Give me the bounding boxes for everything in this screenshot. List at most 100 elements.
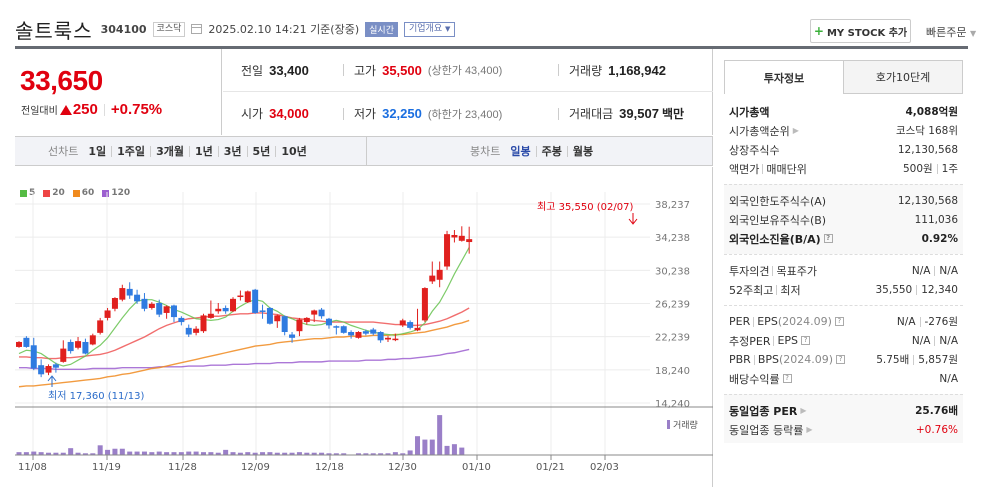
svg-text:14,240: 14,240 (655, 399, 690, 410)
info-row[interactable]: 추정PER EPS? N/A N/A (729, 334, 958, 348)
diff-label: 전일대비 (21, 106, 58, 117)
tab-orderbook-10[interactable]: 호가10단계 (844, 60, 963, 94)
svg-text:11/28: 11/28 (168, 462, 197, 473)
corp-info-dropdown[interactable]: 기업개요 ▼ (403, 21, 456, 37)
lower-limit: (하한가 23,400) (427, 108, 503, 121)
svg-text:최고 35,550 (02/07): 최고 35,550 (02/07) (537, 201, 633, 213)
chevron-down-icon: ▼ (444, 24, 451, 33)
info-row: 시가총액 4,088억원 (729, 105, 958, 119)
line-tab-4[interactable]: 3년 (223, 145, 242, 158)
info-section-2: 외국인한도주식수(A) 12,130,568 외국인보유주식수(B) 111,036 외… (724, 184, 963, 254)
help-icon[interactable]: ? (801, 336, 811, 345)
open-value: 34,000 (269, 106, 309, 121)
svg-text:26,239: 26,239 (655, 300, 690, 311)
line-tab-5[interactable]: 5년 (252, 145, 271, 158)
svg-text:거래량: 거래량 (673, 419, 698, 431)
candle-chart-label: 봉차트 (470, 145, 501, 158)
diff-percent: +0.75% (110, 101, 163, 118)
info-row: 외국인한도주식수(A) 12,130,568 (729, 194, 958, 208)
info-row: 상장주식수 12,130,568 (729, 143, 958, 157)
help-icon[interactable]: ? (834, 317, 844, 326)
info-row[interactable]: 배당수익률? N/A (729, 372, 958, 386)
arrow-right-icon[interactable]: ▶ (792, 126, 799, 135)
line-tab-6[interactable]: 10년 (281, 145, 307, 158)
volume-value: 1,168,942 (608, 62, 666, 78)
candlestick-chart[interactable]: 38,237 34,238 30,238 26,239 22,239 18,240 14,2… (15, 167, 713, 487)
trade-value-value: 39,507 (619, 106, 659, 121)
low-label: 저가 (354, 107, 377, 121)
open-label: 시가 (241, 107, 264, 121)
price-summary: 전일 33,400 고가 35,500 (상한가 43,400) 거래량 1,1… (223, 49, 713, 135)
realtime-badge[interactable]: 실시간 (365, 21, 398, 37)
diff-value: 250 (72, 101, 98, 118)
divider (535, 145, 537, 157)
prev-close-value: 33,400 (269, 62, 309, 78)
svg-text:최저 17,360 (11/13): 최저 17,360 (11/13) (48, 390, 144, 402)
upper-limit: (상한가 43,400) (427, 65, 503, 77)
help-icon[interactable]: ? (823, 234, 833, 243)
line-chart-label: 선차트 (48, 145, 79, 158)
info-row[interactable]: 시가총액순위 ▶ 코스닥 168위 (729, 124, 958, 138)
info-row[interactable]: PBR BPS (2024.09)? 5.75배 5,857원 (729, 353, 958, 366)
candle-tab-2[interactable]: 월봉 (572, 145, 594, 158)
candle-chart-tabs: 봉차트 일봉 주봉 월봉 (470, 137, 593, 165)
calendar-icon (191, 24, 203, 34)
svg-text:12/30: 12/30 (388, 462, 417, 473)
arrow-right-icon[interactable]: ▶ (800, 406, 807, 415)
info-row: 외국인보유주식수(B) 111,036 (729, 213, 958, 227)
volume-label: 거래량 (569, 63, 603, 78)
svg-text:11/08: 11/08 (18, 462, 47, 473)
price-change: 전일대비 250 +0.75% (21, 101, 162, 118)
info-row: 투자의견 목표주가 N/A N/A (729, 264, 958, 278)
line-tab-1[interactable]: 1주일 (117, 145, 146, 158)
divider (188, 145, 190, 157)
legend-ma60: 60 (72, 188, 94, 198)
legend-ma120: 120 (102, 188, 130, 198)
tab-invest-info[interactable]: 투자정보 (724, 60, 844, 94)
header-divider (15, 46, 968, 49)
high-value: 35,500 (382, 62, 422, 78)
legend-ma5: 5 (20, 188, 35, 198)
divider (275, 145, 277, 157)
help-icon[interactable]: ? (782, 374, 792, 383)
quick-order-dropdown[interactable]: 빠른주문 ▼ (926, 24, 976, 40)
up-triangle-icon (59, 104, 72, 115)
market-badge: 코스닥 (152, 21, 186, 37)
info-row[interactable]: PER EPS (2024.09)? N/A -276원 (729, 315, 958, 328)
svg-text:18,240: 18,240 (655, 366, 690, 377)
legend-ma20: 20 (43, 188, 65, 198)
svg-text:01/10: 01/10 (462, 462, 491, 473)
ma-legend: 5 20 60 120 (20, 188, 130, 198)
candle-tab-1[interactable]: 주봉 (541, 145, 562, 158)
divider (103, 103, 105, 116)
divider (217, 145, 219, 157)
info-row[interactable]: 외국인소진율(B/A)? 0.92% (729, 232, 958, 246)
candle-tab-0[interactable]: 일봉 (510, 145, 531, 158)
line-tab-2[interactable]: 3개월 (156, 145, 184, 158)
arrow-right-icon[interactable]: ▶ (806, 425, 813, 434)
svg-text:01/21: 01/21 (536, 462, 565, 473)
open-price: 시가 34,000 (241, 105, 309, 122)
price-chart[interactable]: 5 20 60 120 38,237 34,238 30,238 26,239 22,239 1… (15, 167, 713, 487)
prev-close: 전일 33,400 (241, 62, 309, 79)
svg-text:12/09: 12/09 (241, 462, 270, 473)
info-row[interactable]: 동일업종 PER ▶ 25.76배 (729, 404, 958, 418)
info-row[interactable]: 동일업종 등락률 ▶ +0.76% (729, 423, 958, 437)
add-mystock-button[interactable]: + MY STOCK 추가 (810, 19, 911, 43)
quick-order-label: 빠른주문 (926, 26, 967, 39)
line-tab-3[interactable]: 1년 (194, 145, 213, 158)
help-icon[interactable]: ? (836, 355, 846, 364)
svg-text:22,239: 22,239 (655, 333, 690, 344)
info-row: 액면가 매매단위 500원 1주 (729, 162, 958, 176)
chevron-down-icon: ▼ (969, 29, 977, 38)
current-price: 33,650 (20, 65, 103, 96)
divider (246, 145, 248, 157)
line-tab-0[interactable]: 1일 (88, 145, 107, 158)
prev-close-label: 전일 (241, 63, 264, 78)
corp-info-label: 기업개요 (408, 23, 443, 34)
plus-icon: + (813, 24, 824, 38)
info-row: 52주최고 최저 35,550 12,340 (729, 283, 958, 297)
